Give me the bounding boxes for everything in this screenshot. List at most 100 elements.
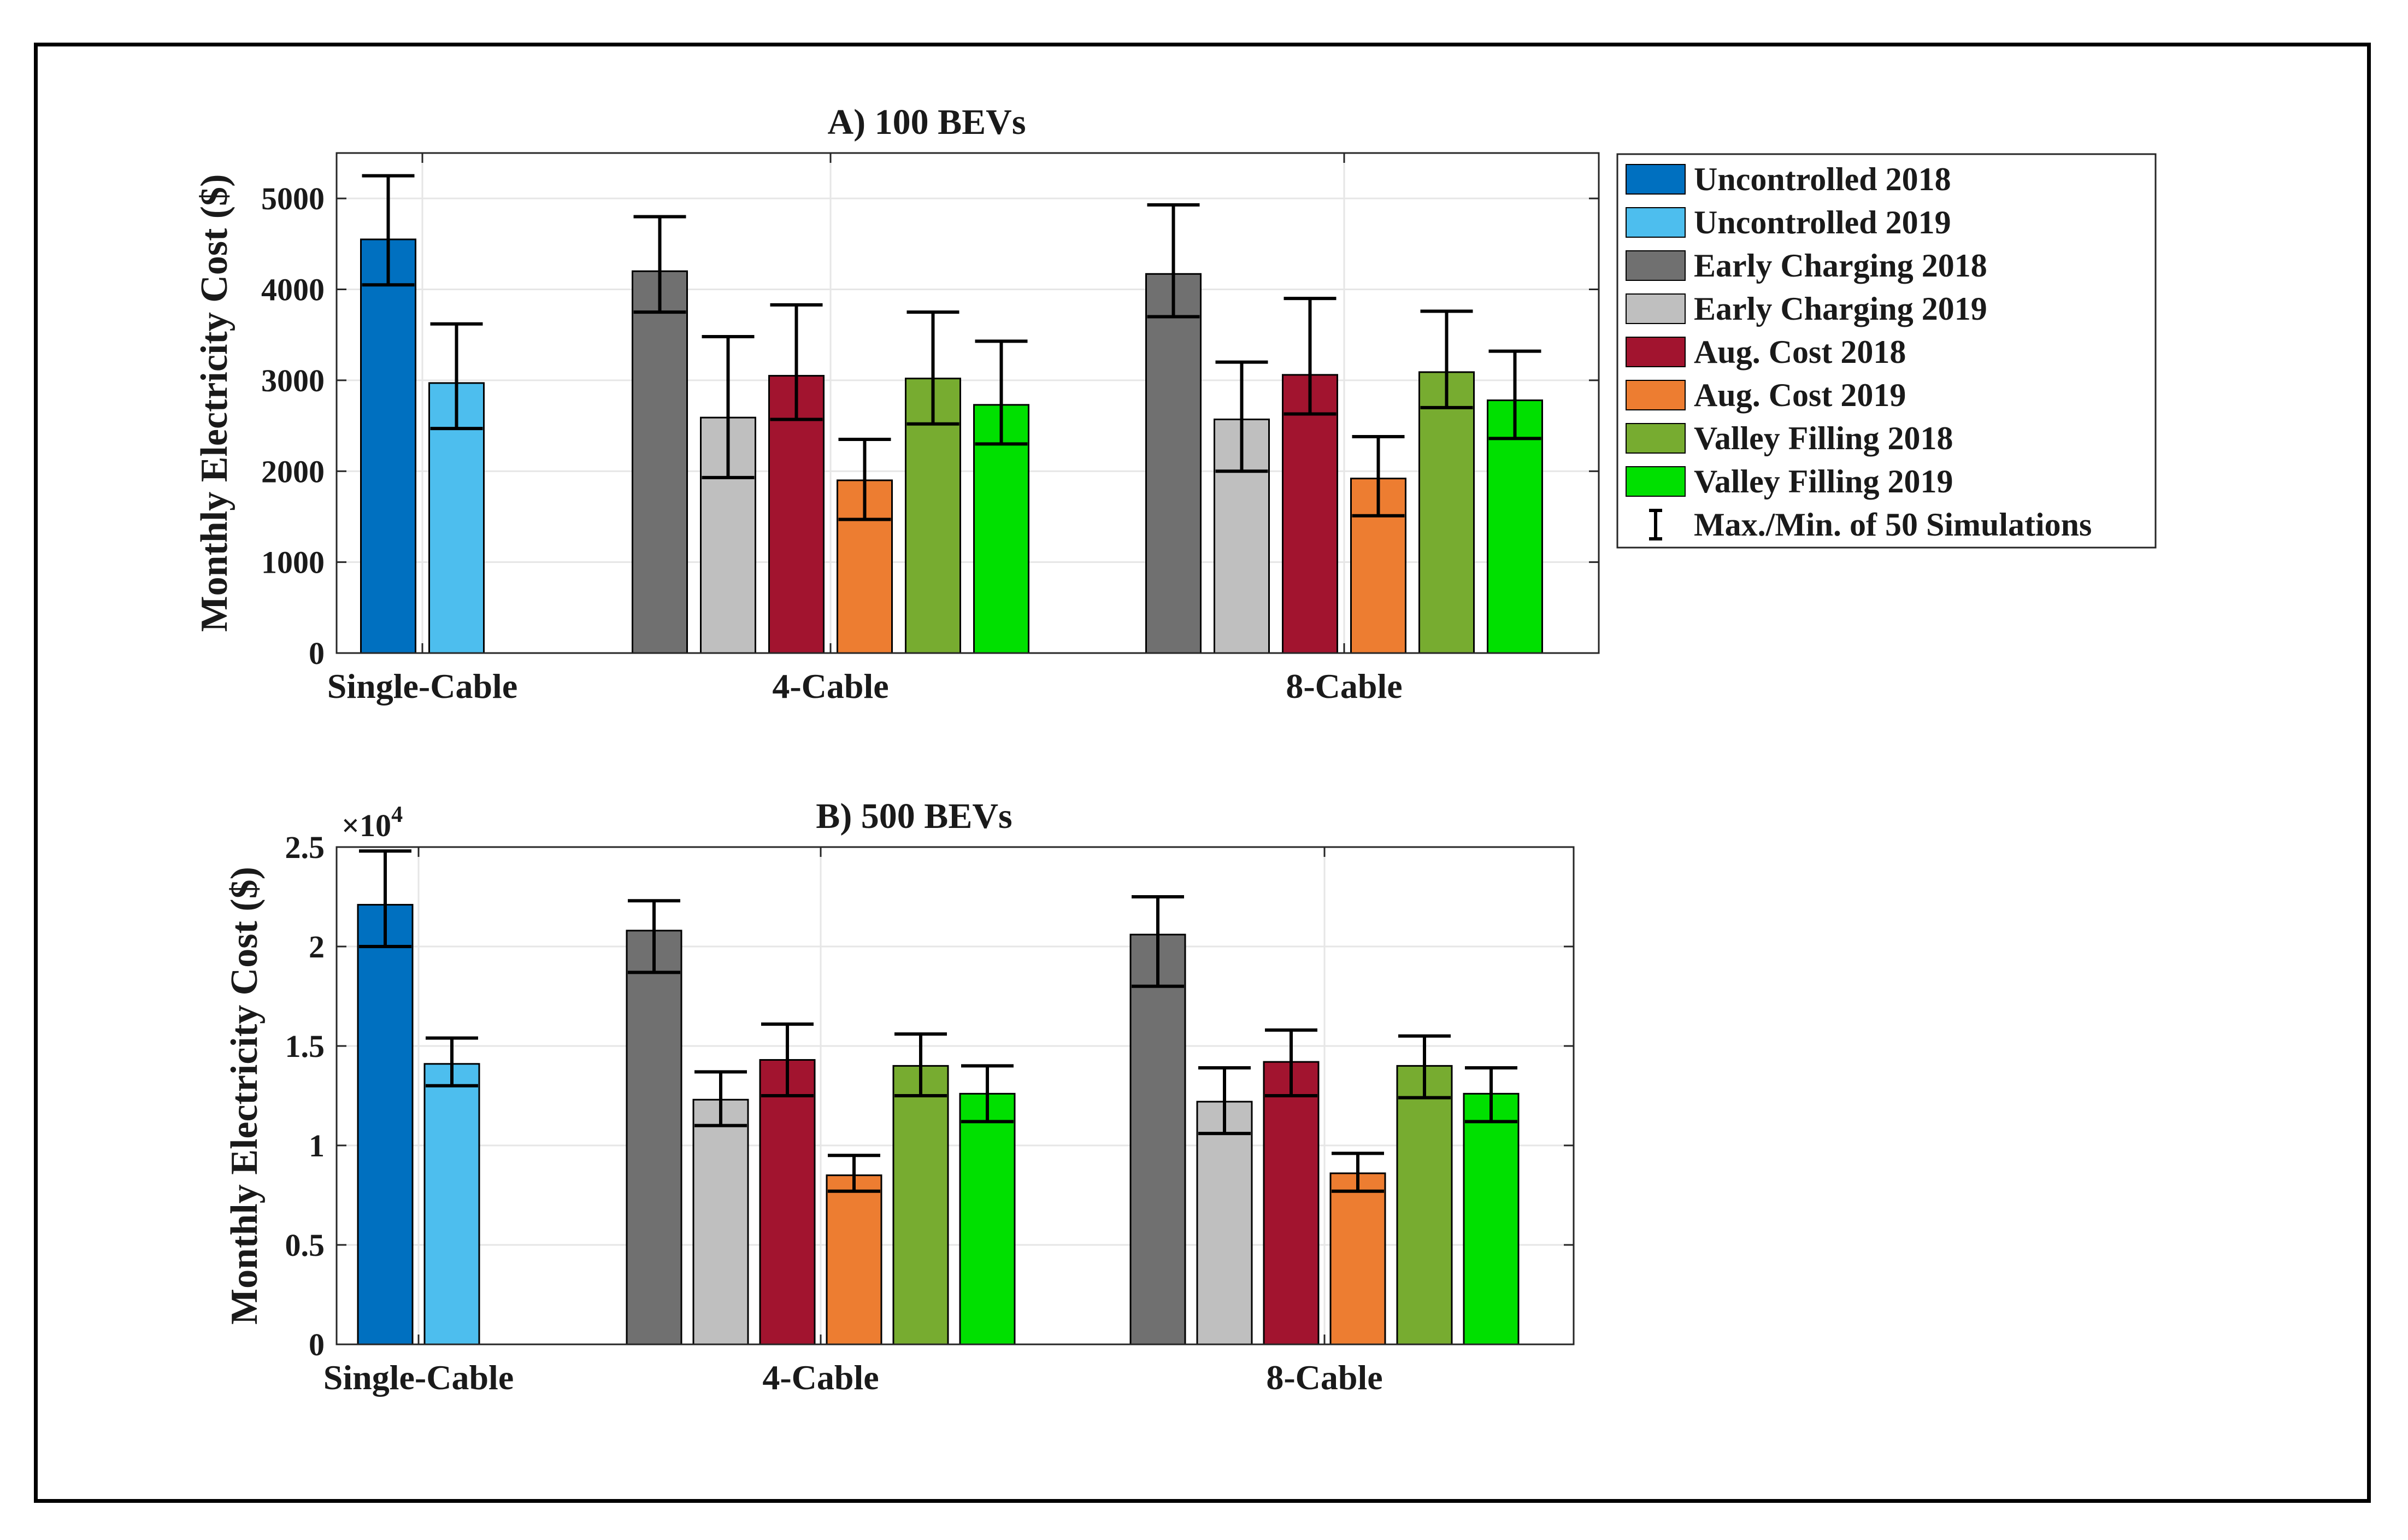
y-axis-label: Monthly Electricity Cost ($) — [193, 174, 235, 632]
bar-uncontrolled-2019-single-cable — [423, 1063, 480, 1345]
error-bar — [1265, 1028, 1317, 1097]
error-bar — [838, 438, 891, 521]
error-bar — [1398, 1034, 1451, 1100]
legend-swatch — [1626, 466, 1686, 497]
legend-swatch — [1626, 207, 1686, 238]
legend-item: Uncontrolled 2019 — [1626, 204, 1951, 240]
error-bar — [1198, 1066, 1251, 1136]
y-tick-label: 5000 — [261, 181, 325, 216]
bar-uncontrolled-2018-single-cable — [357, 904, 414, 1345]
legend-label: Max./Min. of 50 Simulations — [1694, 507, 2092, 543]
chart-title: A) 100 BEVs — [827, 102, 1026, 142]
bar-early-charging-2018-8-cable — [1129, 933, 1186, 1345]
error-bar — [1420, 309, 1473, 409]
bar-valley-filling-2018-4-cable — [892, 1065, 949, 1345]
legend-item: Early Charging 2019 — [1626, 291, 1987, 327]
legend-label: Valley Filling 2019 — [1694, 463, 1953, 499]
y-tick-label: 4000 — [261, 272, 325, 308]
error-bar — [1132, 895, 1184, 988]
error-bar — [1352, 435, 1405, 518]
bar-aug-cost-2018-8-cable — [1282, 374, 1338, 654]
error-bar — [761, 1022, 814, 1097]
y-tick-label: 2.5 — [285, 830, 325, 865]
errorbar-icon — [1649, 509, 1662, 540]
x-tick-label: 8-Cable — [1286, 667, 1402, 706]
legend-label: Uncontrolled 2019 — [1694, 204, 1951, 240]
figure-frame — [34, 43, 2371, 1503]
panel-b: 0 0.5 1 1.5 2 2.5 Single-Cable 4-Cable 8-Cable B… — [223, 796, 1575, 1397]
bar-early-charging-2019-4-cable — [692, 1098, 749, 1345]
error-bar — [1332, 1151, 1384, 1193]
bar-early-charging-2019-8-cable — [1196, 1101, 1253, 1345]
legend-item: Valley Filling 2018 — [1626, 420, 1953, 456]
plot-area-box — [335, 152, 1600, 654]
legend-swatch — [1626, 164, 1686, 195]
error-bar — [1215, 360, 1268, 473]
y-tick-label: 0 — [309, 636, 325, 671]
error-bar — [633, 215, 686, 314]
bar-aug-cost-2018-8-cable — [1263, 1061, 1320, 1345]
bar-valley-filling-2019-8-cable — [1487, 399, 1543, 654]
bar-valley-filling-2018-8-cable — [1418, 371, 1475, 654]
bar-valley-filling-2019-4-cable — [959, 1092, 1016, 1345]
legend-swatch — [1626, 380, 1686, 410]
error-bar — [362, 174, 415, 287]
legend-item-errorbar: Max./Min. of 50 Simulations — [1649, 507, 2092, 543]
bar-valley-filling-2019-4-cable — [973, 404, 1029, 654]
error-bar — [1147, 203, 1200, 319]
exponent-power: 4 — [391, 802, 403, 827]
bar-aug-cost-2019-8-cable — [1329, 1172, 1386, 1345]
y-axis-label: Monthly Electricity Cost ($) — [223, 867, 266, 1325]
bar-uncontrolled-2018-single-cable — [360, 238, 416, 654]
error-bar — [1284, 297, 1337, 416]
bar-early-charging-2018-4-cable — [626, 930, 682, 1345]
error-bar — [628, 899, 680, 974]
bar-aug-cost-2019-4-cable — [826, 1174, 882, 1345]
legend-label: Aug. Cost 2019 — [1694, 377, 1906, 413]
legend-label: Early Charging 2018 — [1694, 248, 1987, 284]
y-tick-label: 2 — [309, 929, 325, 965]
x-tick-label: 8-Cable — [1266, 1358, 1382, 1397]
x-tick-label: 4-Cable — [762, 1358, 879, 1397]
error-bar — [961, 1064, 1014, 1124]
x-tick-label: Single-Cable — [323, 1358, 514, 1397]
error-bar — [426, 1036, 478, 1088]
legend: Uncontrolled 2018 Uncontrolled 2019 Early … — [1616, 153, 2157, 549]
y-axis-exponent: ×104 — [342, 802, 403, 843]
legend-item: Valley Filling 2019 — [1626, 463, 1953, 499]
legend-box — [1616, 153, 2157, 549]
error-bar — [1488, 349, 1541, 440]
y-tick-label: 0.5 — [285, 1227, 325, 1263]
bar-early-charging-2018-8-cable — [1145, 273, 1202, 654]
bar-valley-filling-2019-8-cable — [1463, 1092, 1520, 1345]
y-tick-label: 1 — [309, 1128, 325, 1163]
legend-swatch — [1626, 250, 1686, 281]
error-bar — [359, 849, 411, 948]
x-tick-label: Single-Cable — [327, 667, 517, 706]
error-bar — [975, 339, 1028, 446]
legend-swatch — [1626, 423, 1686, 454]
bar-aug-cost-2018-4-cable — [759, 1059, 816, 1345]
y-tick-label: 0 — [309, 1327, 325, 1362]
bar-valley-filling-2018-8-cable — [1396, 1065, 1453, 1345]
exponent-base: ×10 — [342, 808, 391, 843]
error-bar — [702, 335, 755, 479]
legend-label: Valley Filling 2018 — [1694, 420, 1953, 456]
panel-a: 0 1000 2000 3000 4000 5000 Single-Cable 4-Cable… — [193, 102, 1600, 706]
legend-item: Early Charging 2018 — [1626, 248, 1987, 284]
error-bar — [430, 322, 483, 431]
error-bar — [906, 310, 959, 426]
bar-early-charging-2018-4-cable — [632, 270, 688, 654]
legend-label: Uncontrolled 2018 — [1694, 161, 1951, 197]
legend-item: Aug. Cost 2018 — [1626, 334, 1906, 370]
bar-aug-cost-2018-4-cable — [768, 375, 825, 654]
legend-label: Early Charging 2019 — [1694, 291, 1987, 327]
error-bar — [894, 1032, 947, 1097]
chart-title: B) 500 BEVs — [816, 796, 1012, 836]
legend-label: Aug. Cost 2018 — [1694, 334, 1906, 370]
y-tick-label: 1000 — [261, 545, 325, 580]
legend-swatch — [1626, 337, 1686, 367]
legend-item: Aug. Cost 2019 — [1626, 377, 1906, 413]
y-tick-label: 1.5 — [285, 1028, 325, 1064]
